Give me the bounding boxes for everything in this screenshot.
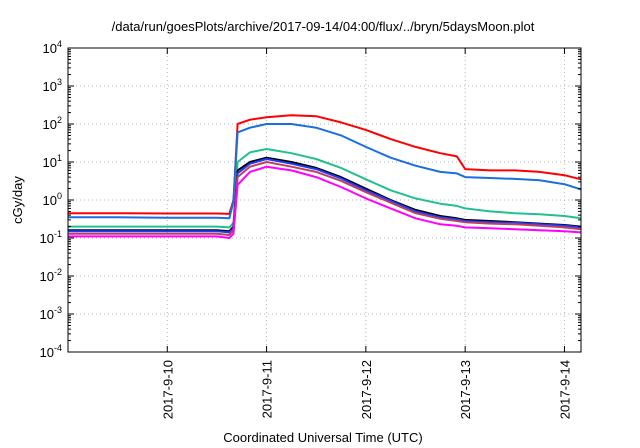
series-lines	[68, 114, 582, 239]
x-axis-ticks: 2017-9-10 2017-9-11 2017-9-12 2017-9-13 2017…	[160, 48, 572, 419]
x-tick-label: 2017-9-13	[458, 360, 473, 419]
series-line-3	[68, 148, 582, 229]
series-line-4	[68, 156, 582, 233]
series-line-2	[68, 123, 582, 220]
y-tick-label: 104	[43, 39, 62, 56]
y-tick-label: 10-2	[40, 267, 62, 284]
gridlines	[68, 48, 581, 352]
y-axis-ticks: 10-4 10-3 10-2 10-1 100 101 102 103 104	[40, 39, 581, 360]
x-axis-label: Coordinated Universal Time (UTC)	[223, 430, 422, 445]
y-tick-label: 101	[43, 153, 62, 170]
y-tick-label: 10-3	[40, 305, 62, 322]
y-tick-label: 100	[43, 191, 62, 208]
y-axis-label: cGy/day	[10, 176, 25, 224]
x-tick-label: 2017-9-11	[260, 360, 275, 418]
y-tick-label: 10-4	[40, 343, 62, 360]
y-tick-label: 102	[43, 115, 62, 132]
series-line-6	[68, 161, 582, 236]
series-line-7	[68, 165, 582, 239]
x-tick-label: 2017-9-14	[557, 360, 572, 419]
series-line-5	[68, 158, 582, 234]
y-tick-label: 10-1	[40, 229, 62, 246]
x-tick-label: 2017-9-10	[160, 360, 175, 419]
series-line-1	[68, 114, 582, 215]
y-tick-label: 103	[43, 77, 62, 94]
chart-title: /data/run/goesPlots/archive/2017-09-14/0…	[112, 19, 535, 34]
x-tick-label: 2017-9-12	[359, 360, 374, 419]
